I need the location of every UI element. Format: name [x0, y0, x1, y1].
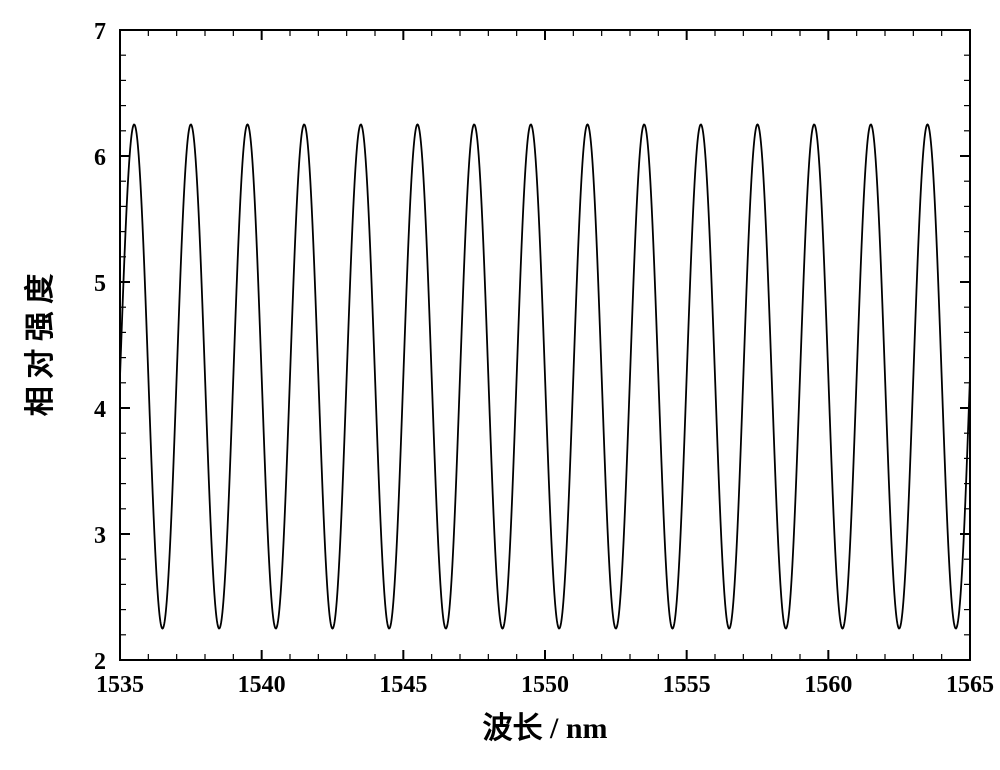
y-tick-label: 3 — [94, 523, 106, 549]
y-axis-label: 相 对 强 度 — [24, 274, 57, 417]
x-tick-label: 1540 — [238, 672, 286, 698]
y-tick-label: 7 — [94, 19, 106, 45]
x-tick-label: 1535 — [96, 672, 144, 698]
y-tick-label: 5 — [94, 271, 106, 297]
y-tick-label: 4 — [94, 397, 106, 423]
x-tick-label: 1565 — [946, 672, 994, 698]
x-axis-label: 波长 / nm — [482, 712, 607, 745]
x-tick-label: 1555 — [663, 672, 711, 698]
y-tick-label: 6 — [94, 145, 106, 171]
x-tick-label: 1545 — [379, 672, 427, 698]
x-tick-label: 1550 — [521, 672, 569, 698]
x-tick-label: 1560 — [804, 672, 852, 698]
line-chart: 1535 1540 1545 1550 1555 1560 1565 波长 / nm 2 3 4 5 6… — [0, 0, 1000, 770]
y-tick-label: 2 — [94, 649, 106, 675]
chart-container: 1535 1540 1545 1550 1555 1560 1565 波长 / nm 2 3 4 5 6… — [0, 0, 1000, 770]
